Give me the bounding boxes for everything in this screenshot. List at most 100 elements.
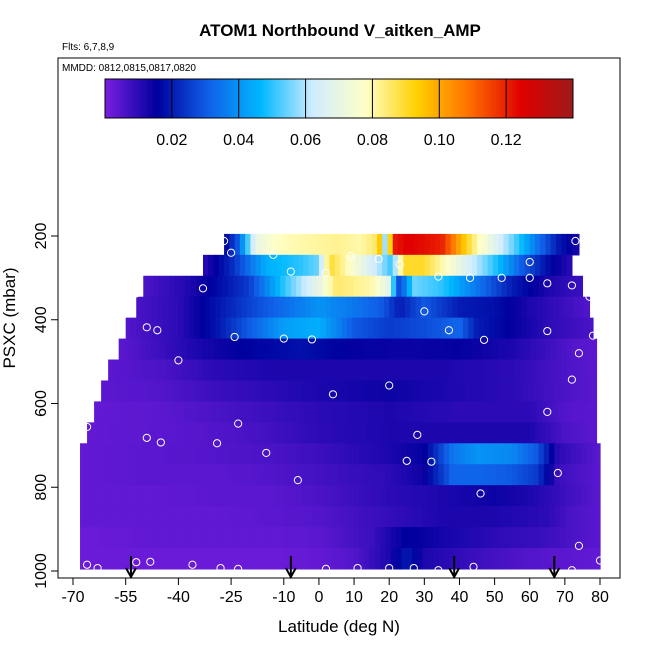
heatmap-cell — [132, 527, 139, 549]
heatmap-cell — [146, 317, 153, 340]
colorbar-swatch — [299, 79, 303, 118]
heatmap-cell — [403, 359, 410, 382]
y-tick-label: 800 — [33, 474, 50, 501]
sample-point — [385, 563, 394, 573]
heatmap-cell — [95, 506, 102, 528]
sample-point — [75, 426, 85, 435]
heatmap-cell — [278, 317, 285, 340]
colorbar-swatch — [189, 79, 193, 118]
heatmap-cell — [118, 422, 125, 444]
heatmap-cell — [174, 506, 181, 528]
heatmap-cell — [188, 401, 195, 423]
heatmap-cell — [220, 296, 227, 319]
colorbar-swatch — [196, 79, 200, 118]
colorbar-swatch — [526, 79, 530, 118]
heatmap-cell — [440, 359, 447, 382]
heatmap-cell — [132, 464, 139, 486]
heatmap-cell — [329, 359, 336, 382]
heatmap-cell — [306, 275, 313, 298]
heatmap-cell — [159, 506, 165, 528]
heatmap-cell — [162, 317, 169, 340]
heatmap-cell — [512, 547, 519, 570]
heatmap-cell — [417, 506, 424, 528]
colorbar-swatch — [404, 79, 408, 118]
heatmap-cell — [448, 443, 455, 465]
heatmap-cell — [443, 527, 450, 549]
heatmap-cell — [245, 338, 252, 361]
heatmap-cell — [526, 317, 533, 340]
heatmap-cell — [250, 422, 257, 444]
heatmap-cell — [132, 380, 139, 403]
heatmap-cell — [556, 338, 562, 361]
heatmap-cell — [257, 401, 264, 423]
heatmap-cell — [294, 296, 301, 319]
heatmap-cell — [317, 443, 324, 465]
heatmap-cell — [181, 359, 188, 382]
heatmap-cell — [311, 547, 318, 570]
heatmap-cell — [343, 547, 350, 570]
heatmap-cell — [311, 527, 318, 549]
heatmap-cell — [90, 464, 97, 486]
flight-marker-arrow — [125, 556, 137, 580]
heatmap-cell — [357, 317, 364, 340]
heatmap-cell — [366, 233, 373, 256]
heatmap-cell — [343, 275, 350, 298]
heatmap-cell — [459, 506, 466, 528]
colorbar-swatch — [285, 79, 289, 118]
flight-marker-arrow — [284, 556, 297, 580]
heatmap-cell — [260, 359, 267, 382]
heatmap-cell — [313, 233, 320, 256]
heatmap-cell — [485, 380, 492, 403]
heatmap-cell — [354, 506, 360, 528]
heatmap-cell — [90, 547, 97, 570]
heatmap-cell — [470, 380, 476, 403]
heatmap-cell — [452, 401, 459, 423]
heatmap-cell — [211, 527, 218, 549]
heatmap-cell — [217, 464, 223, 486]
heatmap-cell — [477, 359, 483, 382]
heatmap-cell — [368, 317, 374, 340]
heatmap-cell — [550, 422, 557, 444]
sample-point — [181, 263, 190, 272]
heatmap-cell — [359, 506, 366, 528]
heatmap-cell — [334, 338, 341, 361]
heatmap-cell — [325, 317, 332, 340]
heatmap-cell — [318, 359, 325, 382]
y-tick-label: 1000 — [33, 553, 50, 589]
heatmap-cell — [452, 317, 459, 340]
colorbar-swatch — [453, 79, 457, 118]
heatmap-cell — [122, 485, 129, 507]
heatmap-cell — [396, 443, 403, 465]
heatmap-cell — [332, 485, 339, 507]
colorbar-swatch — [339, 79, 342, 118]
colorbar-swatch — [537, 79, 541, 118]
heatmap-cell — [280, 443, 287, 465]
heatmap-cell — [327, 547, 334, 570]
heatmap-cell — [195, 380, 202, 403]
heatmap-cell — [283, 296, 290, 319]
heatmap-cell — [559, 485, 566, 507]
heatmap-cell — [503, 233, 510, 256]
heatmap-cell — [317, 464, 324, 486]
heatmap-cell — [159, 380, 165, 403]
heatmap-cell — [176, 338, 183, 361]
heatmap-cell — [485, 443, 492, 465]
heatmap-cell — [234, 338, 241, 361]
heatmap-cell — [382, 422, 389, 444]
heatmap-cell — [419, 254, 425, 277]
colorbar-swatch — [477, 79, 480, 118]
heatmap-cell — [545, 254, 552, 277]
heatmap-cell — [542, 401, 548, 423]
heatmap-cell — [269, 275, 276, 298]
heatmap-cell — [492, 254, 499, 277]
heatmap-cell — [204, 296, 211, 319]
heatmap-cell — [174, 464, 181, 486]
heatmap-cell — [129, 359, 136, 382]
heatmap-cell — [109, 401, 116, 423]
heatmap-cell — [355, 359, 362, 382]
heatmap-cell — [559, 527, 566, 549]
colorbar-swatch — [198, 79, 202, 118]
heatmap-cell — [417, 464, 424, 486]
heatmap-cell — [190, 485, 197, 507]
heatmap-cell — [376, 254, 383, 277]
